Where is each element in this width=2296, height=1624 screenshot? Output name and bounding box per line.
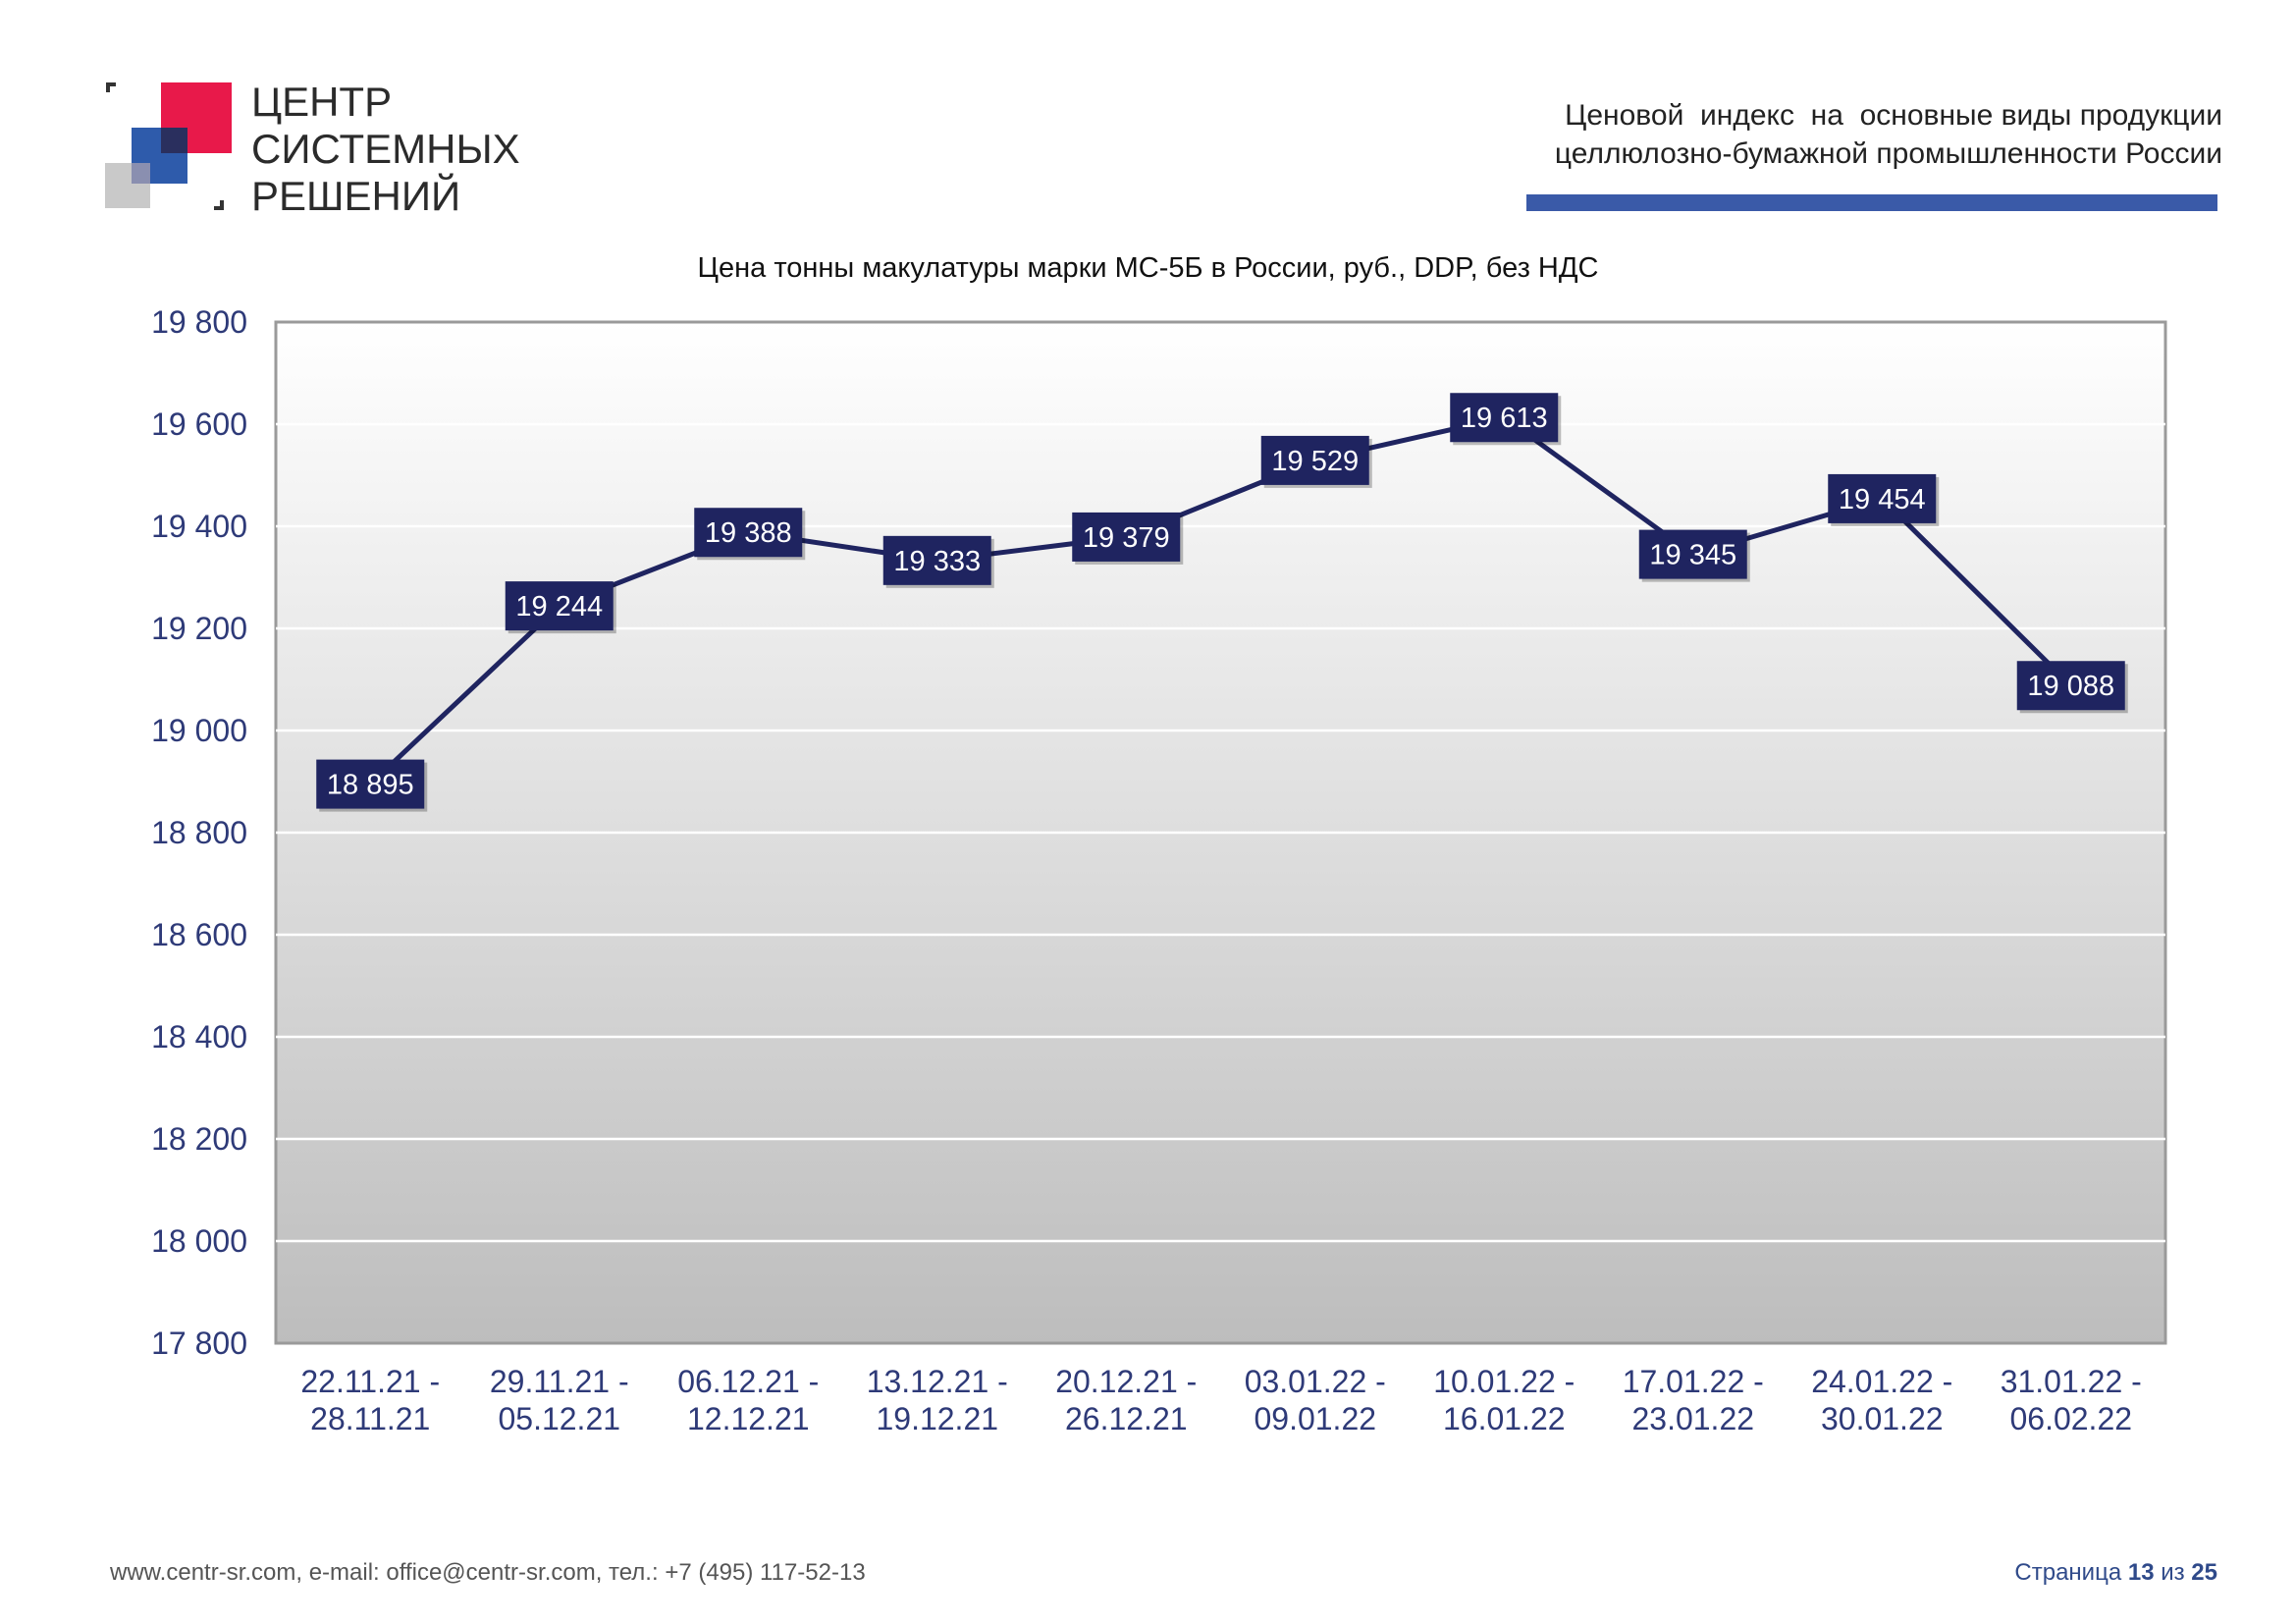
x-tick-label: 13.12.21 -19.12.21	[867, 1364, 1008, 1436]
chart-title: Цена тонны макулатуры марки МС-5Б в Росс…	[697, 252, 1599, 284]
y-tick-label: 18 000	[151, 1223, 247, 1259]
data-point-marker	[505, 581, 614, 631]
x-tick-label: 03.01.22 -09.01.22	[1245, 1364, 1386, 1436]
company-logo: ЦЕНТР СИСТЕМНЫХ РЕШЕНИЙ	[102, 79, 520, 219]
data-point-marker	[1260, 435, 1369, 485]
data-point-marker	[694, 508, 803, 558]
y-tick-label: 18 800	[151, 815, 247, 850]
y-tick-label: 17 800	[151, 1326, 247, 1361]
x-tick-label: 31.01.22 -06.02.22	[2001, 1364, 2142, 1436]
header-line-1: Ценовой индекс на основные виды продукци…	[1565, 99, 2222, 132]
data-point-marker	[1828, 473, 1937, 523]
series-line	[368, 414, 2073, 786]
y-tick-label: 19 800	[151, 304, 247, 340]
logo-corner-bottom-right	[214, 200, 224, 210]
data-point-marker	[316, 759, 425, 809]
y-tick-label: 19 000	[151, 713, 247, 748]
y-tick-label: 19 200	[151, 611, 247, 646]
data-label: 19 244	[515, 591, 603, 623]
page-number: 13	[2127, 1559, 2155, 1586]
report-header: Ценовой индекс на основные виды продукци…	[1476, 96, 2222, 173]
x-tick-label: 06.12.21 -12.12.21	[677, 1364, 819, 1436]
logo-corner-top-left	[106, 82, 116, 92]
data-point-marker	[2016, 661, 2125, 711]
data-label: 19 345	[1649, 540, 1736, 571]
data-label: 19 613	[1461, 403, 1548, 434]
y-tick-label: 18 600	[151, 917, 247, 952]
page-total: 25	[2191, 1559, 2217, 1586]
logo-text: ЦЕНТР СИСТЕМНЫХ РЕШЕНИЙ	[251, 79, 520, 220]
x-tick-label: 17.01.22 -23.01.22	[1623, 1364, 1764, 1436]
y-tick-label: 19 600	[151, 406, 247, 442]
header-accent-bar	[1526, 194, 2217, 211]
data-label: 18 895	[327, 770, 414, 801]
x-tick-label: 10.01.22 -16.01.22	[1433, 1364, 1575, 1436]
logo-line-2: СИСТЕМНЫХ	[251, 126, 520, 172]
logo-overlap-square	[161, 128, 187, 153]
x-tick-label: 22.11.21 -28.11.21	[300, 1364, 440, 1436]
page-indicator: Страница 13 из 25	[2014, 1559, 2217, 1587]
data-label: 19 088	[2027, 671, 2114, 702]
x-tick-label: 29.11.21 -05.12.21	[490, 1364, 629, 1436]
x-tick-label: 20.12.21 -26.12.21	[1055, 1364, 1197, 1436]
y-tick-label: 18 400	[151, 1019, 247, 1055]
data-point-marker	[1450, 393, 1559, 443]
data-point-marker	[1072, 512, 1181, 562]
footer-contacts: www.centr-sr.com, e-mail: office@centr-s…	[110, 1559, 866, 1586]
data-label: 19 388	[705, 517, 792, 549]
y-tick-label: 19 400	[151, 509, 247, 544]
data-label: 19 379	[1083, 522, 1170, 554]
x-tick-label: 24.01.22 -30.01.22	[1811, 1364, 1952, 1436]
header-line-2: целлюлозно-бумажной промышленности Росси…	[1554, 137, 2222, 170]
data-point-marker	[882, 535, 991, 585]
page-mid: из	[2154, 1559, 2192, 1586]
data-label: 19 529	[1271, 446, 1359, 477]
data-label: 19 454	[1839, 484, 1926, 515]
data-point-marker	[1638, 529, 1747, 579]
page-prefix: Страница	[2014, 1559, 2128, 1586]
logo-line-1: ЦЕНТР	[251, 79, 393, 125]
data-label: 19 333	[893, 546, 981, 577]
logo-mark-icon	[105, 82, 232, 210]
logo-line-3: РЕШЕНИЙ	[251, 173, 461, 219]
logo-overlap-gray	[132, 163, 150, 184]
y-tick-label: 18 200	[151, 1121, 247, 1157]
